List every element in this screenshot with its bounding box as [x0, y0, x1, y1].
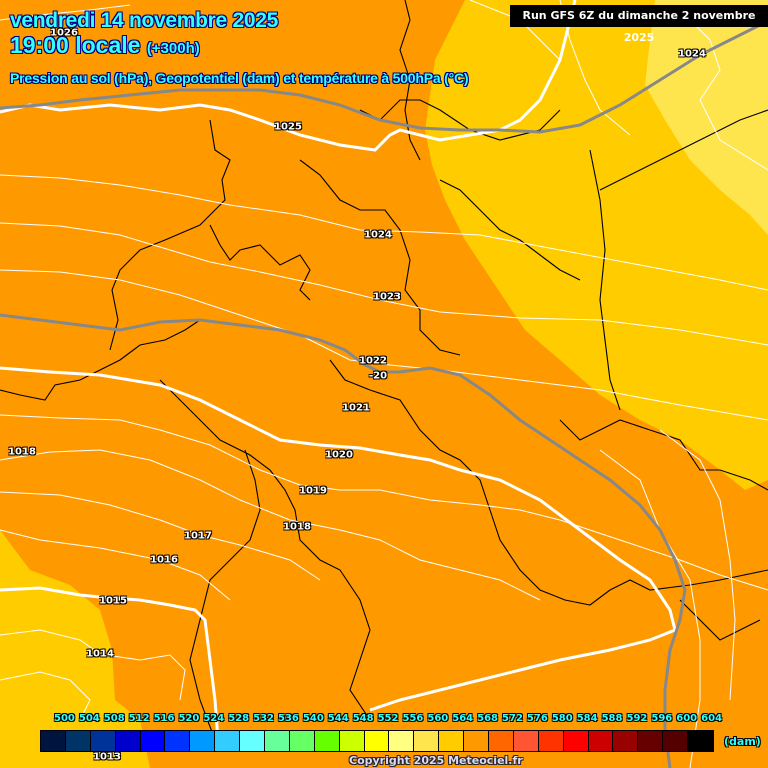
geopotential-field-556 — [645, 0, 768, 235]
isobar-label: 1025 — [274, 121, 302, 133]
colorbar-swatch — [314, 731, 340, 751]
country-borders — [0, 0, 768, 741]
isobar-label: 1020 — [325, 449, 353, 461]
colorbar-swatch — [240, 731, 266, 751]
colorbar-level: 536 — [278, 713, 299, 724]
forecast-local-time: 19:00 locale — [10, 32, 141, 58]
colorbar-swatch — [538, 731, 564, 751]
isobar-label: 1018 — [8, 446, 36, 458]
colorbar-swatch — [389, 731, 415, 751]
colorbar-level: 592 — [626, 713, 648, 724]
colorbar-level: 572 — [502, 713, 523, 724]
isobar-label: 1014 — [86, 648, 114, 660]
colorbar-swatch — [265, 731, 290, 751]
colorbar-level: 552 — [377, 713, 399, 724]
colorbar-swatch — [414, 731, 440, 751]
colorbar-level: 520 — [178, 713, 200, 724]
colorbar-swatch — [65, 731, 91, 751]
colorbar-swatch — [289, 731, 315, 751]
map-subtitle: Pression au sol (hPa), Geopotentiel (dam… — [10, 70, 469, 86]
isotherm-minus20 — [0, 23, 761, 768]
isobar-label: 1021 — [342, 402, 370, 414]
colorbar-swatch — [339, 731, 365, 751]
colorbar-swatch — [364, 731, 390, 751]
colorbar-level: 508 — [103, 713, 125, 724]
colorbar-level: 580 — [551, 713, 573, 724]
colorbar-swatch — [513, 731, 539, 751]
colorbar-level: 556 — [402, 713, 424, 724]
colorbar-swatch — [90, 731, 116, 751]
isobar-label: 1023 — [373, 291, 401, 303]
isobar-label: 1026 — [50, 27, 78, 39]
isobars-major — [0, 0, 677, 741]
colorbar-level: 504 — [78, 713, 100, 724]
colorbar-level: 528 — [228, 713, 250, 724]
colorbar-level: 588 — [601, 713, 623, 724]
colorbar-swatch — [165, 731, 191, 751]
isobar-label: 1019 — [299, 485, 327, 497]
colorbar-swatch — [439, 731, 465, 751]
colorbar-swatch — [563, 731, 589, 751]
isobar-label: 1024 — [678, 48, 706, 60]
colorbar-swatch — [140, 731, 166, 751]
colorbar-swatch — [41, 731, 66, 751]
model-run-info: Run GFS 6Z du dimanche 2 novembre 2025 — [510, 5, 768, 44]
isobar-label: 1016 — [150, 554, 178, 566]
colorbar-level: 564 — [452, 713, 474, 724]
colorbar-level: 500 — [54, 713, 75, 724]
isobar-label: 1024 — [364, 229, 392, 241]
forecast-lead-time: (+300h) — [146, 40, 200, 57]
isobar-label: 1018 — [283, 521, 311, 533]
forecast-time: 19:00 locale (+300h) — [10, 32, 200, 59]
colorbar-swatch — [638, 731, 664, 751]
colorbar-swatch — [688, 731, 714, 751]
colorbar-level: 596 — [651, 713, 673, 724]
colorbar-level: 512 — [128, 713, 150, 724]
colorbar-level: 568 — [477, 713, 499, 724]
colorbar — [40, 730, 715, 752]
colorbar-swatch — [190, 731, 216, 751]
isobar-label: 1013 — [93, 751, 121, 763]
colorbar-swatch — [663, 731, 689, 751]
colorbar-level: 516 — [153, 713, 175, 724]
colorbar-level: 524 — [203, 713, 225, 724]
isobar-label: 1022 — [359, 355, 387, 367]
colorbar-level: 532 — [253, 713, 274, 724]
colorbar-level: 576 — [526, 713, 548, 724]
colorbar-labels: 500 504 508 512 516 520 524 528 532 536 540 544 548 5… — [40, 713, 722, 724]
colorbar-swatch — [613, 731, 639, 751]
colorbar-swatch — [489, 731, 514, 751]
copyright: Copyright 2025 Meteociel.fr — [349, 754, 523, 767]
isobar-label: 1017 — [184, 530, 212, 542]
colorbar-level: 600 — [676, 713, 698, 724]
colorbar-level: 540 — [302, 713, 324, 724]
colorbar-swatch — [588, 731, 614, 751]
colorbar-swatch — [464, 731, 490, 751]
isobar-label: -20 — [368, 370, 388, 382]
forecast-date: vendredi 14 novembre 2025 — [10, 9, 278, 32]
colorbar-swatch — [215, 731, 241, 751]
colorbar-swatch — [115, 731, 141, 751]
colorbar-level: 584 — [576, 713, 598, 724]
isobar-label: 1015 — [99, 595, 127, 607]
colorbar-level: 548 — [352, 713, 374, 724]
colorbar-unit: (dam) — [724, 735, 761, 748]
colorbar-level: 544 — [327, 713, 349, 724]
colorbar-level: 604 — [701, 713, 723, 724]
colorbar-level: 560 — [427, 713, 449, 724]
